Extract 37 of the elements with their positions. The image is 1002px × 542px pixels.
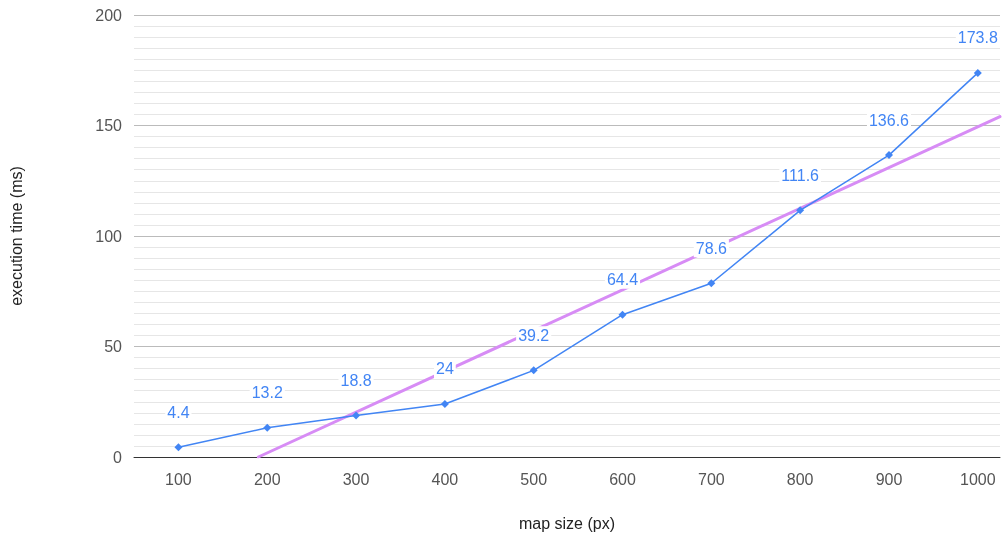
x-tick-label: 700 bbox=[697, 470, 725, 488]
x-tick-label: 900 bbox=[875, 470, 903, 488]
y-tick-label: 150 bbox=[95, 117, 123, 134]
x-tick-label: 100 bbox=[165, 470, 192, 488]
data-label: 136.6 bbox=[868, 111, 910, 129]
y-tick-label: 0 bbox=[113, 448, 123, 466]
data-label: 13.2 bbox=[251, 384, 283, 402]
point bbox=[796, 206, 805, 215]
point bbox=[973, 68, 982, 77]
x-tick-label: 500 bbox=[520, 470, 548, 488]
data-label: 173.8 bbox=[957, 29, 998, 47]
point bbox=[884, 151, 893, 160]
x-tick-label: 400 bbox=[431, 470, 459, 488]
data-label: 111.6 bbox=[781, 166, 820, 184]
data-label: 4.4 bbox=[167, 403, 190, 421]
x-tick-label: 1000 bbox=[960, 470, 996, 488]
data-label: 78.6 bbox=[695, 239, 728, 257]
y-tick-label: 50 bbox=[104, 338, 123, 355]
x-tick-label: 600 bbox=[609, 470, 636, 488]
data-label: 18.8 bbox=[340, 371, 372, 389]
y-axis-title: execution time (ms) bbox=[7, 166, 25, 306]
x-tick-label: 300 bbox=[342, 470, 370, 488]
point bbox=[174, 443, 183, 452]
data-label: 39.2 bbox=[518, 326, 550, 344]
point bbox=[707, 279, 716, 288]
point bbox=[440, 399, 449, 408]
x-tick-label: 200 bbox=[253, 470, 281, 488]
data-label: 24 bbox=[435, 360, 454, 378]
x-tick-label: 800 bbox=[786, 470, 814, 488]
point bbox=[263, 423, 272, 432]
point bbox=[529, 366, 538, 375]
point bbox=[618, 310, 627, 319]
y-tick-label: 200 bbox=[95, 6, 123, 24]
data-label: 64.4 bbox=[606, 271, 639, 289]
x-axis-title: map size (px) bbox=[518, 514, 616, 532]
point bbox=[352, 411, 361, 420]
y-tick-label: 100 bbox=[95, 227, 123, 245]
